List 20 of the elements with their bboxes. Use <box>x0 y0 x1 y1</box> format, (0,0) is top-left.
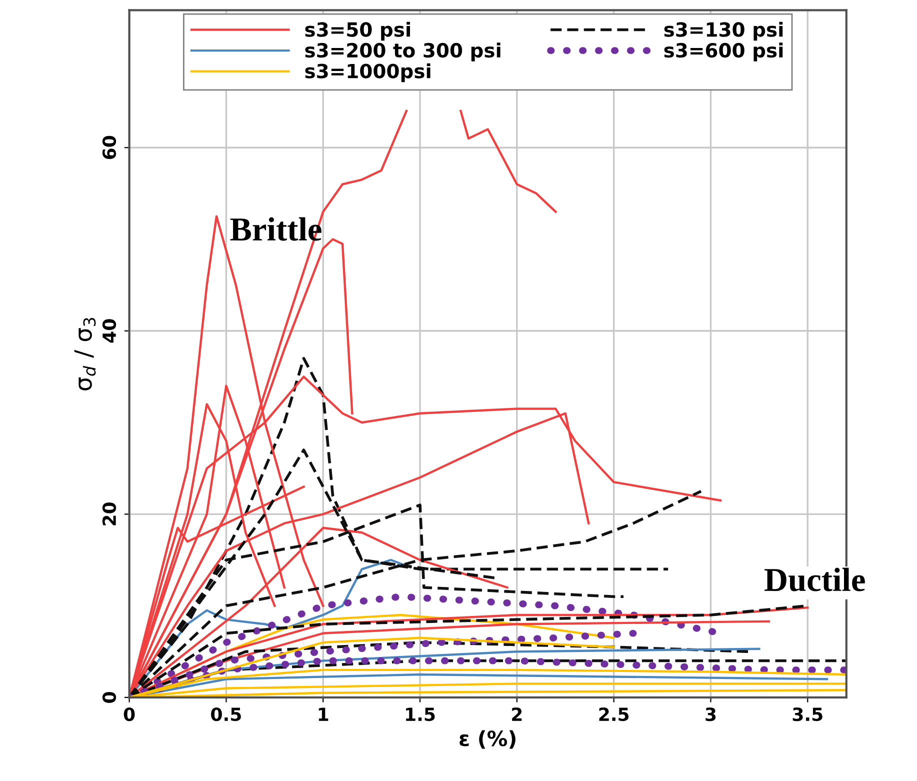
y-tick-label: 40 <box>102 319 116 343</box>
x-tick-label: 2 <box>512 707 522 721</box>
annotation: Ductile <box>764 568 865 592</box>
y-axis-title: σ$_{d}$ / σ$_{3}$ <box>74 318 96 390</box>
x-tick-label: 1.5 <box>406 708 435 722</box>
legend-label: s3=600 psi <box>664 42 783 62</box>
legend-label: s3=130 psi <box>664 22 783 41</box>
y-tick-label: 20 <box>102 502 116 526</box>
x-tick-label: 0.5 <box>211 707 241 722</box>
x-tick-label: 3.5 <box>792 707 822 722</box>
y-tick-label: 0 <box>102 692 116 703</box>
x-axis-title: ε (%) <box>460 730 516 749</box>
legend-label: s3=50 psi <box>305 22 410 41</box>
x-tick-label: 1 <box>318 708 328 721</box>
x-tick-label: 2.5 <box>599 707 629 722</box>
x-tick-label: 3 <box>706 707 716 722</box>
y-tick-label: 60 <box>102 136 116 160</box>
legend-label: s3=200 to 300 psi <box>305 42 500 62</box>
x-tick-label: 0 <box>124 707 135 722</box>
legend-label: s3=1000psi <box>305 63 430 82</box>
